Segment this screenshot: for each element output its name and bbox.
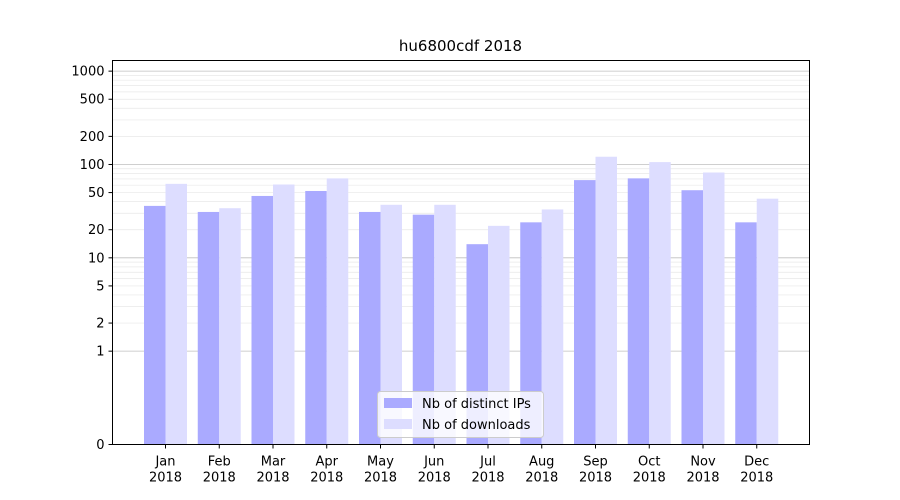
- x-tick-label: Apr: [316, 455, 339, 470]
- x-tick-label: Jun: [423, 455, 444, 470]
- bar-distinct-ips: [197, 211, 220, 445]
- x-tick-label: 2018: [364, 471, 397, 486]
- bar-downloads: [649, 162, 671, 445]
- y-tick-label: 5: [96, 279, 104, 294]
- legend-swatch-distinct-ips: [384, 398, 412, 408]
- y-tick-label: 500: [80, 93, 105, 108]
- bar-distinct-ips: [681, 190, 703, 445]
- x-tick-label: Aug: [529, 455, 554, 470]
- plot-frame: [112, 60, 810, 445]
- x-tick-label: 2018: [418, 471, 451, 486]
- y-axis-ticks: 0 1 2 5 10 20 50 100 200 500 1000: [71, 65, 113, 453]
- x-tick-label: 2018: [525, 471, 558, 486]
- x-tick-label: 2018: [256, 471, 289, 486]
- chart-title: hu6800cdf 2018: [399, 37, 522, 55]
- x-tick-label: Feb: [208, 455, 231, 470]
- x-tick-label: 2018: [579, 471, 612, 486]
- y-tick-label: 100: [80, 158, 105, 173]
- y-tick-label: 1: [96, 345, 104, 360]
- y-tick-label: 20: [88, 223, 105, 238]
- x-tick-label: Dec: [744, 455, 769, 470]
- y-tick-label: 10: [88, 251, 105, 266]
- bar-distinct-ips: [574, 180, 596, 445]
- y-tick-label: 1000: [71, 65, 104, 80]
- legend: Nb of distinct IPs Nb of downloads: [377, 391, 544, 438]
- bar-distinct-ips: [251, 195, 273, 445]
- x-tick-label: Sep: [583, 455, 608, 470]
- x-tick-label: Jul: [479, 455, 496, 470]
- bar-downloads: [165, 183, 187, 445]
- bar-distinct-ips: [359, 211, 381, 445]
- bar-downloads: [703, 172, 725, 445]
- x-tick-label: 2018: [310, 471, 343, 486]
- legend-swatch-downloads: [384, 419, 412, 429]
- y-tick-label: 50: [88, 186, 105, 201]
- bar-distinct-ips: [627, 178, 650, 445]
- bar-downloads: [541, 209, 564, 445]
- x-tick-label: 2018: [471, 471, 504, 486]
- bar-distinct-ips: [412, 214, 435, 445]
- bar-downloads: [488, 225, 510, 445]
- x-tick-label: 2018: [149, 471, 182, 486]
- x-tick-label: 2018: [203, 471, 236, 486]
- x-tick-label: Nov: [690, 455, 716, 470]
- x-tick-label: Mar: [261, 455, 286, 470]
- x-tick-label: 2018: [633, 471, 666, 486]
- bar-distinct-ips: [520, 222, 542, 445]
- x-tick-label: Oct: [638, 455, 660, 470]
- bars: [144, 156, 779, 445]
- bar-downloads: [380, 204, 402, 445]
- bar-downloads: [326, 178, 349, 445]
- y-tick-label: 200: [80, 130, 105, 145]
- x-axis-ticks: Jan2018Feb2018Mar2018Apr2018May2018Jun20…: [149, 444, 773, 486]
- bar-downloads: [434, 204, 456, 445]
- legend-box: [377, 391, 544, 438]
- legend-label-distinct-ips: Nb of distinct IPs: [422, 397, 531, 412]
- bar-distinct-ips: [735, 222, 757, 445]
- bar-distinct-ips: [305, 190, 327, 445]
- bar-downloads: [273, 184, 295, 445]
- x-tick-label: 2018: [686, 471, 719, 486]
- bar-downloads: [595, 156, 617, 445]
- x-tick-label: May: [367, 455, 394, 470]
- bar-distinct-ips: [144, 205, 166, 445]
- legend-label-downloads: Nb of downloads: [422, 418, 531, 433]
- x-tick-label: Jan: [154, 455, 175, 470]
- bar-downloads: [756, 198, 779, 445]
- y-tick-label: 2: [96, 317, 104, 332]
- x-tick-label: 2018: [740, 471, 773, 486]
- bar-downloads: [219, 208, 241, 445]
- y-tick-label: 0: [96, 438, 104, 453]
